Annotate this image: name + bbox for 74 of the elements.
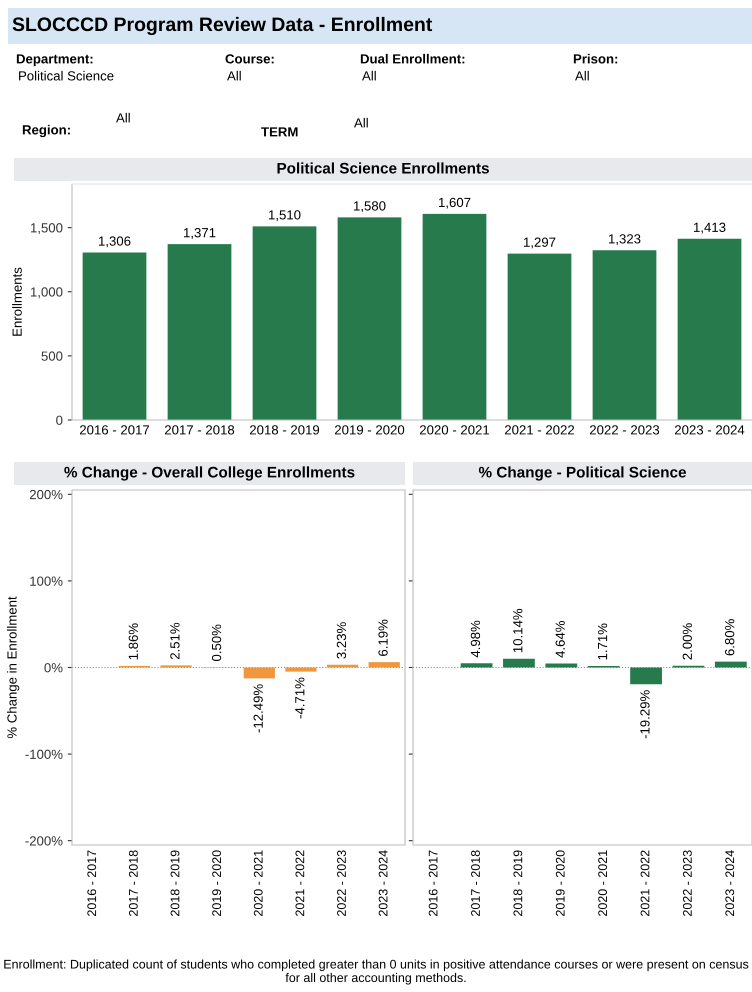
x-tick-label: 2022 - 2023 xyxy=(337,850,346,916)
x-tick-label: 2019 - 2020 xyxy=(334,425,404,435)
data-label: 0.50% xyxy=(212,624,222,661)
x-tick-label: 2017 - 2018 xyxy=(164,425,234,435)
x-tick-label: 2023 - 2024 xyxy=(725,850,734,916)
data-label: 4.98% xyxy=(470,620,480,658)
data-label: 1,323 xyxy=(609,234,640,246)
data-label: 1,297 xyxy=(524,238,556,248)
text: Political Science xyxy=(19,70,114,81)
x-tick-label: 2018 - 2019 xyxy=(170,850,180,916)
chart-title: Political Science Enrollments xyxy=(277,162,489,174)
y-axis-title: % Change in Enrollment xyxy=(6,596,20,738)
data-label: 6.19% xyxy=(378,620,388,656)
text: Department: xyxy=(16,54,92,66)
y-tick-label: 0% xyxy=(44,663,63,672)
x-tick-label: 2016 - 2017 xyxy=(428,850,438,916)
data-label: 2.51% xyxy=(170,622,180,660)
y-tick-label: 0 xyxy=(56,416,62,425)
text: TERM xyxy=(261,127,298,136)
x-tick-label: 2022 - 2023 xyxy=(590,425,660,435)
y-tick-label: 1,000 xyxy=(30,287,62,298)
text: Dual Enrollment: xyxy=(360,54,464,64)
x-tick-label: 2017 - 2018 xyxy=(471,850,480,916)
data-label: -12.49% xyxy=(254,684,263,732)
data-label: 1,510 xyxy=(269,210,300,222)
x-tick-label: 2018 - 2019 xyxy=(513,850,522,916)
text: SLOCCCD Program Review Data - Enrollment xyxy=(12,16,432,36)
data-label: 10.14% xyxy=(513,608,522,652)
x-tick-label: 2017 - 2018 xyxy=(128,850,138,916)
chart-title: % Change - Political Science xyxy=(478,466,686,481)
text: Region: xyxy=(22,124,70,138)
x-tick-label: 2021 - 2022 xyxy=(640,850,650,916)
text: All xyxy=(227,70,241,80)
x-tick-label: 2020 - 2021 xyxy=(598,850,608,916)
x-tick-label: 2016 - 2017 xyxy=(80,425,150,435)
y-tick-label: 500 xyxy=(41,351,62,361)
x-tick-label: 2023 - 2024 xyxy=(674,425,744,435)
x-tick-label: 2023 - 2024 xyxy=(378,850,388,916)
data-label: 1,607 xyxy=(439,198,470,209)
text: All xyxy=(116,112,130,122)
text: All xyxy=(575,70,589,80)
x-tick-label: 2022 - 2023 xyxy=(682,850,692,916)
text: Enrollment: Duplicated count of students who completed greater than 0 units in positive attendance courses or were present on census for all other accounting methods. xyxy=(4,959,748,985)
y-tick-label: -100% xyxy=(25,750,63,759)
data-label: 1,371 xyxy=(184,228,216,239)
data-label: 1,306 xyxy=(99,236,130,248)
data-label: 6.80% xyxy=(725,619,734,656)
text: Course: xyxy=(226,54,274,64)
x-tick-label: 2020 - 2021 xyxy=(420,425,490,435)
data-label: 1,413 xyxy=(694,222,726,234)
data-label: -19.29% xyxy=(640,690,650,738)
data-label: 2.00% xyxy=(682,623,692,660)
x-tick-label: 2019 - 2020 xyxy=(556,850,565,916)
y-tick-label: 200% xyxy=(30,490,63,500)
x-tick-label: 2019 - 2020 xyxy=(212,850,222,916)
data-label: 4.64% xyxy=(556,620,565,658)
x-tick-label: 2016 - 2017 xyxy=(87,850,96,916)
x-tick-label: 2021 - 2022 xyxy=(504,425,574,435)
x-tick-label: 2021 - 2022 xyxy=(295,850,304,916)
text: Prison: xyxy=(574,54,618,64)
data-label: 1.71% xyxy=(598,624,608,660)
data-label: -4.71% xyxy=(295,678,304,718)
x-tick-label: 2018 - 2019 xyxy=(250,425,320,435)
data-label: 1,580 xyxy=(354,201,386,212)
data-label: 1.86% xyxy=(128,623,138,660)
chart-title: % Change - Overall College Enrollments xyxy=(64,466,354,481)
y-tick-label: -200% xyxy=(25,836,63,846)
text: All xyxy=(362,70,376,80)
y-tick-label: 100% xyxy=(30,576,63,586)
data-label: 3.23% xyxy=(336,622,346,659)
y-axis-title: Enrollments xyxy=(12,268,22,336)
x-tick-label: 2020 - 2021 xyxy=(254,850,263,916)
text: All xyxy=(354,118,368,128)
y-tick-label: 1,500 xyxy=(30,223,62,234)
